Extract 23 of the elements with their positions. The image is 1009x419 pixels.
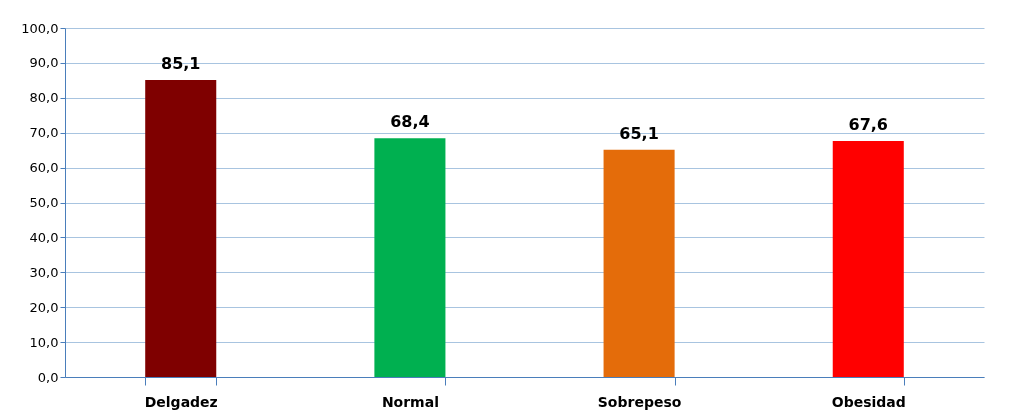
data-label: 85,1 (160, 54, 201, 73)
data-label: 67,6 (848, 115, 889, 135)
y-tick-label: 30,0 (29, 264, 59, 280)
y-tick-label: 70,0 (29, 125, 59, 141)
y-tick-label: 0,0 (37, 369, 59, 385)
data-label: 68,4 (390, 112, 430, 132)
x-tick-label: Delgadez (144, 393, 218, 410)
y-tick-label: 90,0 (29, 55, 59, 71)
x-tick-label: Sobrepeso (597, 393, 682, 410)
bar (832, 141, 904, 377)
bar (145, 80, 217, 377)
x-tick-label: Normal (381, 393, 439, 410)
y-tick-label: 40,0 (29, 229, 59, 245)
data-label: 65,1 (619, 123, 659, 143)
bar (603, 149, 675, 377)
y-tick-label: 80,0 (29, 90, 59, 106)
bar (374, 138, 446, 377)
y-tick-label: 100,0 (21, 20, 59, 36)
y-tick-label: 20,0 (29, 299, 59, 315)
y-tick-label: 10,0 (29, 334, 59, 350)
y-tick-label: 60,0 (29, 160, 59, 176)
x-tick-label: Obesidad (831, 393, 906, 410)
y-tick-label: 50,0 (29, 195, 59, 210)
